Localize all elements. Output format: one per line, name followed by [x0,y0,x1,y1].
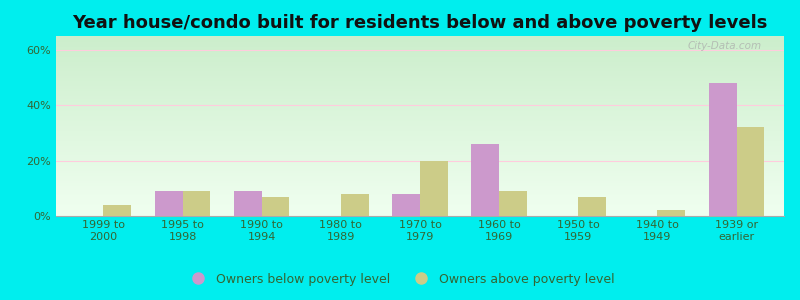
Bar [737,128,764,216]
Bar [262,196,290,216]
Bar [234,191,262,216]
Bar [420,160,448,216]
Bar [658,211,685,216]
Legend: Owners below poverty level, Owners above poverty level: Owners below poverty level, Owners above… [181,268,619,291]
Bar [155,191,182,216]
Title: Year house/condo built for residents below and above poverty levels: Year house/condo built for residents bel… [72,14,768,32]
Bar [341,194,369,216]
Text: City-Data.com: City-Data.com [688,41,762,51]
Bar [499,191,527,216]
Bar [392,194,420,216]
Bar [471,144,499,216]
Bar [709,83,737,216]
Bar [578,196,606,216]
Bar [103,205,131,216]
Bar [182,191,210,216]
